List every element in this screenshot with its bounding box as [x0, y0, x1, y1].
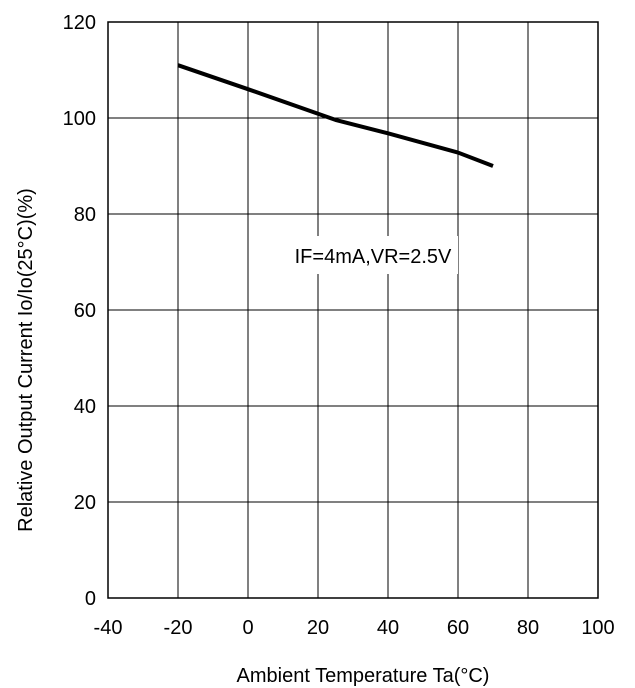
x-tick-label: -20: [164, 617, 193, 639]
series-points: [177, 65, 494, 167]
y-axis-ticks: 0 20 40 60 80 100 120: [63, 12, 96, 610]
y-tick-label: 0: [85, 588, 96, 610]
x-tick-label: 40: [377, 617, 399, 639]
plot-frame: [107, 21, 599, 599]
y-tick-label: 40: [74, 396, 96, 418]
y-axis-label: Relative Output Current Io/Io(25°C)(%): [15, 188, 37, 532]
annotation-background: [288, 236, 458, 274]
grid-lines: [107, 21, 599, 599]
x-tick-label: 0: [242, 617, 253, 639]
x-tick-label: 100: [581, 617, 614, 639]
x-axis-label: Ambient Temperature Ta(°C): [237, 665, 490, 687]
x-tick-label: -40: [94, 617, 123, 639]
series-line: [177, 63, 494, 168]
y-tick-label: 60: [74, 300, 96, 322]
x-tick-label: 60: [447, 617, 469, 639]
y-tick-label: 80: [74, 204, 96, 226]
x-tick-label: 20: [307, 617, 329, 639]
x-tick-label: 80: [517, 617, 539, 639]
y-tick-label: 120: [63, 12, 96, 34]
x-axis-ticks: -40 -20 0 20 40 60 80 100: [94, 617, 615, 639]
annotation-label: IF=4mA,VR=2.5V: [295, 246, 452, 268]
y-tick-label: 20: [74, 492, 96, 514]
y-tick-label: 100: [63, 108, 96, 130]
